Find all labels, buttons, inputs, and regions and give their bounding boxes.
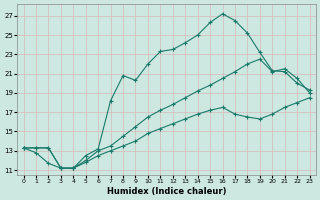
X-axis label: Humidex (Indice chaleur): Humidex (Indice chaleur) <box>107 187 226 196</box>
